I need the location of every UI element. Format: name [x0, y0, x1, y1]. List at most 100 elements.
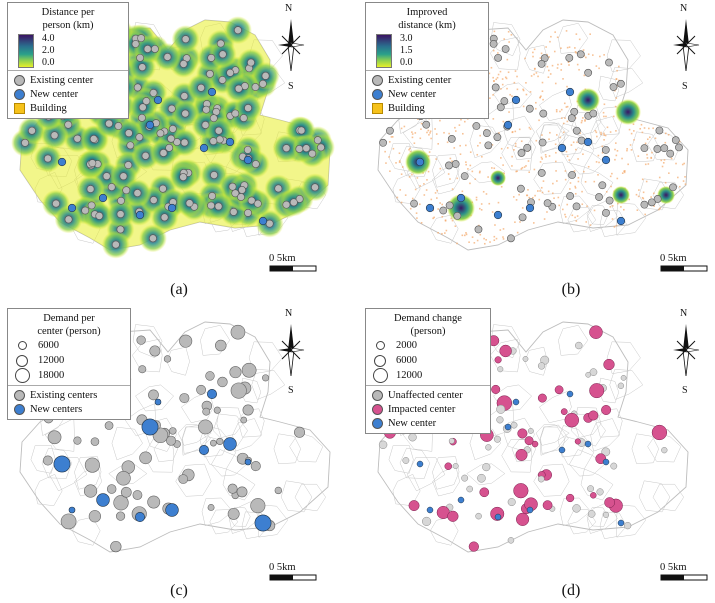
building-dot [587, 165, 590, 168]
building-dot [469, 151, 472, 153]
building-dot [535, 72, 538, 74]
building-dot [529, 91, 532, 93]
existing-center [114, 122, 123, 130]
building-dot [615, 154, 618, 157]
unaffected-center [422, 516, 432, 526]
existing-center [149, 345, 161, 357]
impacted-center [513, 483, 529, 499]
building-dot [532, 222, 535, 224]
existing-center [317, 143, 325, 152]
existing-center [73, 436, 82, 445]
compass-needle-west [278, 348, 291, 352]
new-center [207, 87, 217, 97]
impacted-center [515, 448, 528, 461]
building-dot [437, 143, 439, 145]
existing-center [617, 79, 625, 88]
district-boundary [616, 504, 647, 538]
existing-center [605, 196, 614, 205]
impacted-center [560, 408, 568, 416]
building-dot [557, 196, 560, 199]
compass-north-label: N [680, 308, 688, 319]
building-dot [526, 194, 529, 197]
building-dot [541, 81, 544, 84]
existing-center [150, 45, 159, 53]
scale-label: 0 5km [269, 253, 296, 264]
existing-center [240, 416, 248, 424]
existing-center [159, 149, 168, 157]
building-scatter [384, 30, 687, 245]
color-ramp: 3.0 1.5 0.0 [376, 34, 484, 68]
district-boundary [493, 384, 532, 412]
building-dot [459, 153, 462, 156]
building-dot [495, 237, 498, 240]
impacted-center [651, 424, 668, 441]
existing-center [445, 161, 453, 170]
new-center [503, 120, 513, 130]
compass-needle-south [682, 346, 690, 377]
compass-needle-south [287, 346, 295, 377]
building-dot [427, 170, 430, 173]
legend-b: Improved distance (km) 3.0 1.5 0.0 Exist… [365, 2, 489, 119]
district-boundary [131, 338, 163, 373]
building-dot [532, 51, 534, 54]
building-dot [535, 101, 537, 104]
building-dot [605, 115, 607, 118]
building-dot [500, 157, 502, 159]
size-legend-row: 6000 [12, 338, 126, 353]
building-dot [623, 171, 626, 174]
legend-item-existing: Existing center [12, 73, 124, 87]
existing-center [149, 196, 158, 204]
building-dot [612, 115, 615, 118]
existing-center [517, 149, 526, 157]
building-dot [596, 135, 598, 138]
building-dot [502, 228, 505, 230]
building-dot [479, 170, 481, 173]
legend-item-label: Existing center [30, 74, 94, 86]
building-dot [396, 196, 399, 199]
building-dot [658, 176, 661, 179]
building-dot [514, 221, 516, 223]
district-boundary [41, 447, 73, 479]
building-dot [449, 178, 451, 180]
building-dot [491, 211, 494, 213]
building-dot [644, 142, 647, 145]
existing-center [138, 113, 146, 122]
building-dot [615, 97, 618, 99]
district-boundary [535, 122, 570, 144]
building-dot [611, 218, 614, 220]
existing-center [136, 53, 144, 62]
building-dot [465, 144, 467, 147]
new-center [526, 506, 534, 514]
building-dot [469, 164, 472, 167]
building-dot [441, 215, 444, 218]
building-dot [637, 155, 640, 157]
existing-center [207, 53, 216, 62]
new-center [557, 143, 567, 153]
building-dot [569, 182, 572, 184]
district-boundary [216, 407, 244, 438]
building-dot [392, 147, 395, 150]
building-dot [600, 133, 603, 136]
existing-center [132, 490, 143, 500]
building-dot [551, 64, 554, 67]
building-dot [541, 158, 543, 160]
new-center [135, 512, 146, 523]
building-dot [439, 202, 441, 204]
building-dot [502, 236, 504, 238]
size-circle-large [372, 368, 388, 383]
building-dot [544, 154, 547, 156]
building-dot [444, 220, 447, 222]
legend-a: Distance per person (km) 4.0 2.0 0.0 Exi… [7, 2, 129, 119]
building-dot [560, 63, 563, 65]
building-dot [460, 118, 462, 121]
building-dot [652, 127, 654, 130]
size-circle-small [375, 341, 385, 350]
district-boundary [74, 456, 102, 490]
unaffected-center [537, 362, 546, 370]
building-dot [488, 202, 491, 205]
district-boundary [432, 456, 460, 490]
legend-item-new: New center [12, 87, 124, 101]
building-dot [552, 192, 554, 195]
building-symbol [13, 102, 25, 114]
existing-center [141, 151, 150, 160]
